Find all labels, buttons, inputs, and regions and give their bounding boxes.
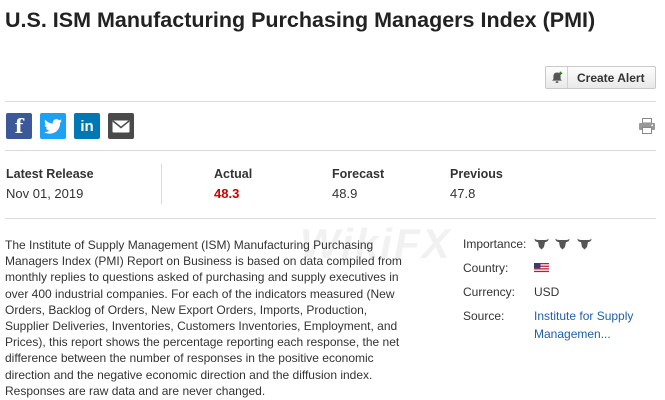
us-flag-icon [534,263,549,273]
source-label: Source: [463,309,505,323]
importance-label: Importance: [463,237,527,251]
previous-value: 47.8 [450,186,476,201]
bell-plus-icon [546,67,568,88]
forecast-value: 48.9 [332,186,358,201]
latest-release-value: Nov 01, 2019 [6,186,84,201]
linkedin-icon: in [80,117,94,135]
release-separator [161,164,162,204]
watermark-logo: WikiFX [300,220,452,267]
create-alert-label: Create Alert [577,70,645,85]
twitter-icon [44,118,62,134]
page-title: U.S. ISM Manufacturing Purchasing Manage… [5,8,596,32]
country-label: Country: [463,261,509,275]
twitter-share-button[interactable] [40,113,66,139]
bull-icon [577,238,592,250]
stats-divider [5,218,656,219]
linkedin-share-button[interactable]: in [74,113,100,139]
facebook-share-button[interactable]: f [6,113,32,139]
source-link[interactable]: Institute for Supply Managemen... [534,309,634,341]
previous-label: Previous [450,167,503,181]
event-description: The Institute of Supply Management (ISM)… [5,238,402,398]
actual-value: 48.3 [214,186,240,201]
latest-release-label: Latest Release [6,167,94,181]
email-share-button[interactable] [108,113,134,139]
forecast-label: Forecast [332,167,385,181]
importance-rating [534,236,595,250]
create-alert-button[interactable]: Create Alert [545,66,656,89]
bull-icon [534,238,549,250]
actual-label: Actual [214,167,253,181]
facebook-icon: f [14,114,24,138]
currency-label: Currency: [463,285,516,299]
header-divider [5,101,656,102]
print-icon[interactable] [638,117,656,135]
share-divider [5,150,656,151]
bull-icon [555,238,570,250]
currency-value: USD [534,285,560,299]
envelope-icon [112,119,130,132]
